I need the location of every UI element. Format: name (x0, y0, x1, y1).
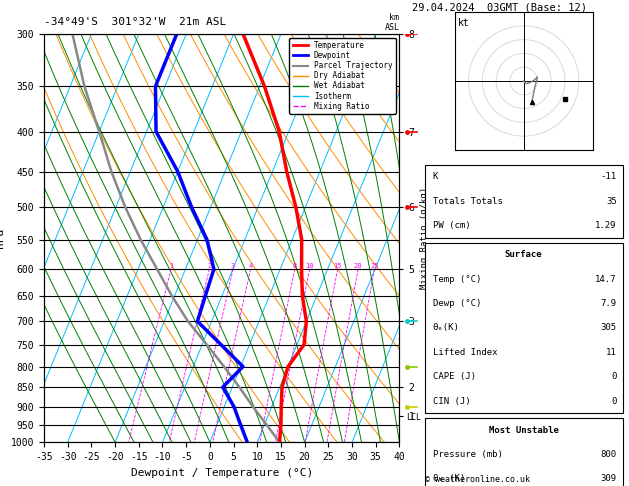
Text: 8: 8 (292, 263, 297, 269)
Text: 2: 2 (207, 263, 211, 269)
Bar (425, 418, 623, 486)
Text: 25: 25 (370, 263, 379, 269)
Text: -11: -11 (601, 173, 617, 181)
Text: kt: kt (457, 17, 469, 28)
Text: CIN (J): CIN (J) (433, 397, 470, 405)
Text: 3: 3 (231, 263, 235, 269)
Text: CAPE (J): CAPE (J) (433, 372, 476, 381)
Text: -34°49'S  301°32'W  21m ASL: -34°49'S 301°32'W 21m ASL (44, 17, 226, 27)
Text: 29.04.2024  03GMT (Base: 12): 29.04.2024 03GMT (Base: 12) (412, 2, 587, 12)
Text: Totals Totals: Totals Totals (433, 197, 503, 206)
Bar (425, 243, 623, 413)
Text: Dewp (°C): Dewp (°C) (433, 299, 481, 308)
Legend: Temperature, Dewpoint, Parcel Trajectory, Dry Adiabat, Wet Adiabat, Isotherm, Mi: Temperature, Dewpoint, Parcel Trajectory… (289, 38, 396, 114)
Text: 20: 20 (354, 263, 362, 269)
Text: PW (cm): PW (cm) (433, 221, 470, 230)
Text: 11: 11 (606, 348, 617, 357)
Text: Temp (°C): Temp (°C) (433, 275, 481, 284)
Text: 7.9: 7.9 (601, 299, 617, 308)
Text: θₑ(K): θₑ(K) (433, 323, 459, 332)
Text: 14.7: 14.7 (595, 275, 617, 284)
Bar (425, 165, 623, 238)
Text: θₑ (K): θₑ (K) (433, 474, 465, 484)
Text: © weatheronline.co.uk: © weatheronline.co.uk (425, 475, 530, 484)
Text: 0: 0 (611, 397, 617, 405)
Text: 1: 1 (169, 263, 173, 269)
Text: Lifted Index: Lifted Index (433, 348, 497, 357)
Text: LCL: LCL (406, 413, 421, 422)
Y-axis label: Mixing Ratio (g/kg): Mixing Ratio (g/kg) (420, 187, 429, 289)
X-axis label: Dewpoint / Temperature (°C): Dewpoint / Temperature (°C) (131, 468, 313, 478)
Text: km
ASL: km ASL (384, 13, 399, 32)
Text: 15: 15 (333, 263, 342, 269)
Text: 305: 305 (601, 323, 617, 332)
Text: Most Unstable: Most Unstable (489, 426, 559, 434)
Y-axis label: hPa: hPa (0, 228, 5, 248)
Text: 0: 0 (611, 372, 617, 381)
Text: 309: 309 (601, 474, 617, 484)
Text: 35: 35 (606, 197, 617, 206)
Text: K: K (433, 173, 438, 181)
Text: 800: 800 (601, 450, 617, 459)
Text: 1.29: 1.29 (595, 221, 617, 230)
Text: Surface: Surface (505, 250, 542, 259)
Text: Pressure (mb): Pressure (mb) (433, 450, 503, 459)
Text: 4: 4 (248, 263, 253, 269)
Text: 10: 10 (306, 263, 314, 269)
